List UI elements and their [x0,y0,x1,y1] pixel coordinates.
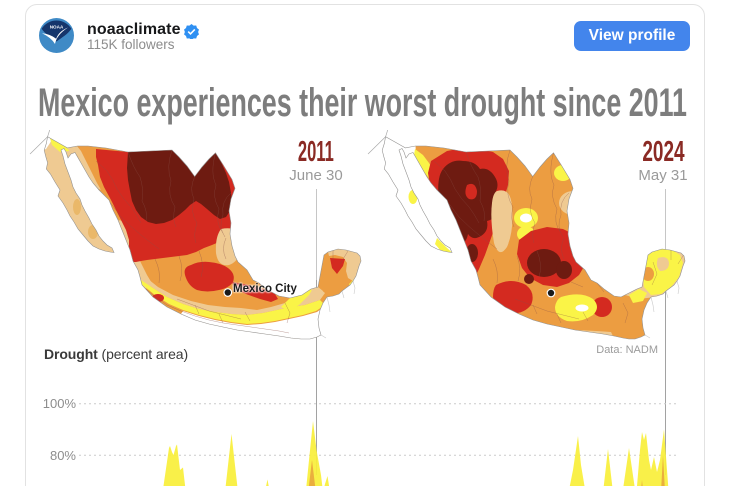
svg-text:NOAA: NOAA [50,25,64,30]
